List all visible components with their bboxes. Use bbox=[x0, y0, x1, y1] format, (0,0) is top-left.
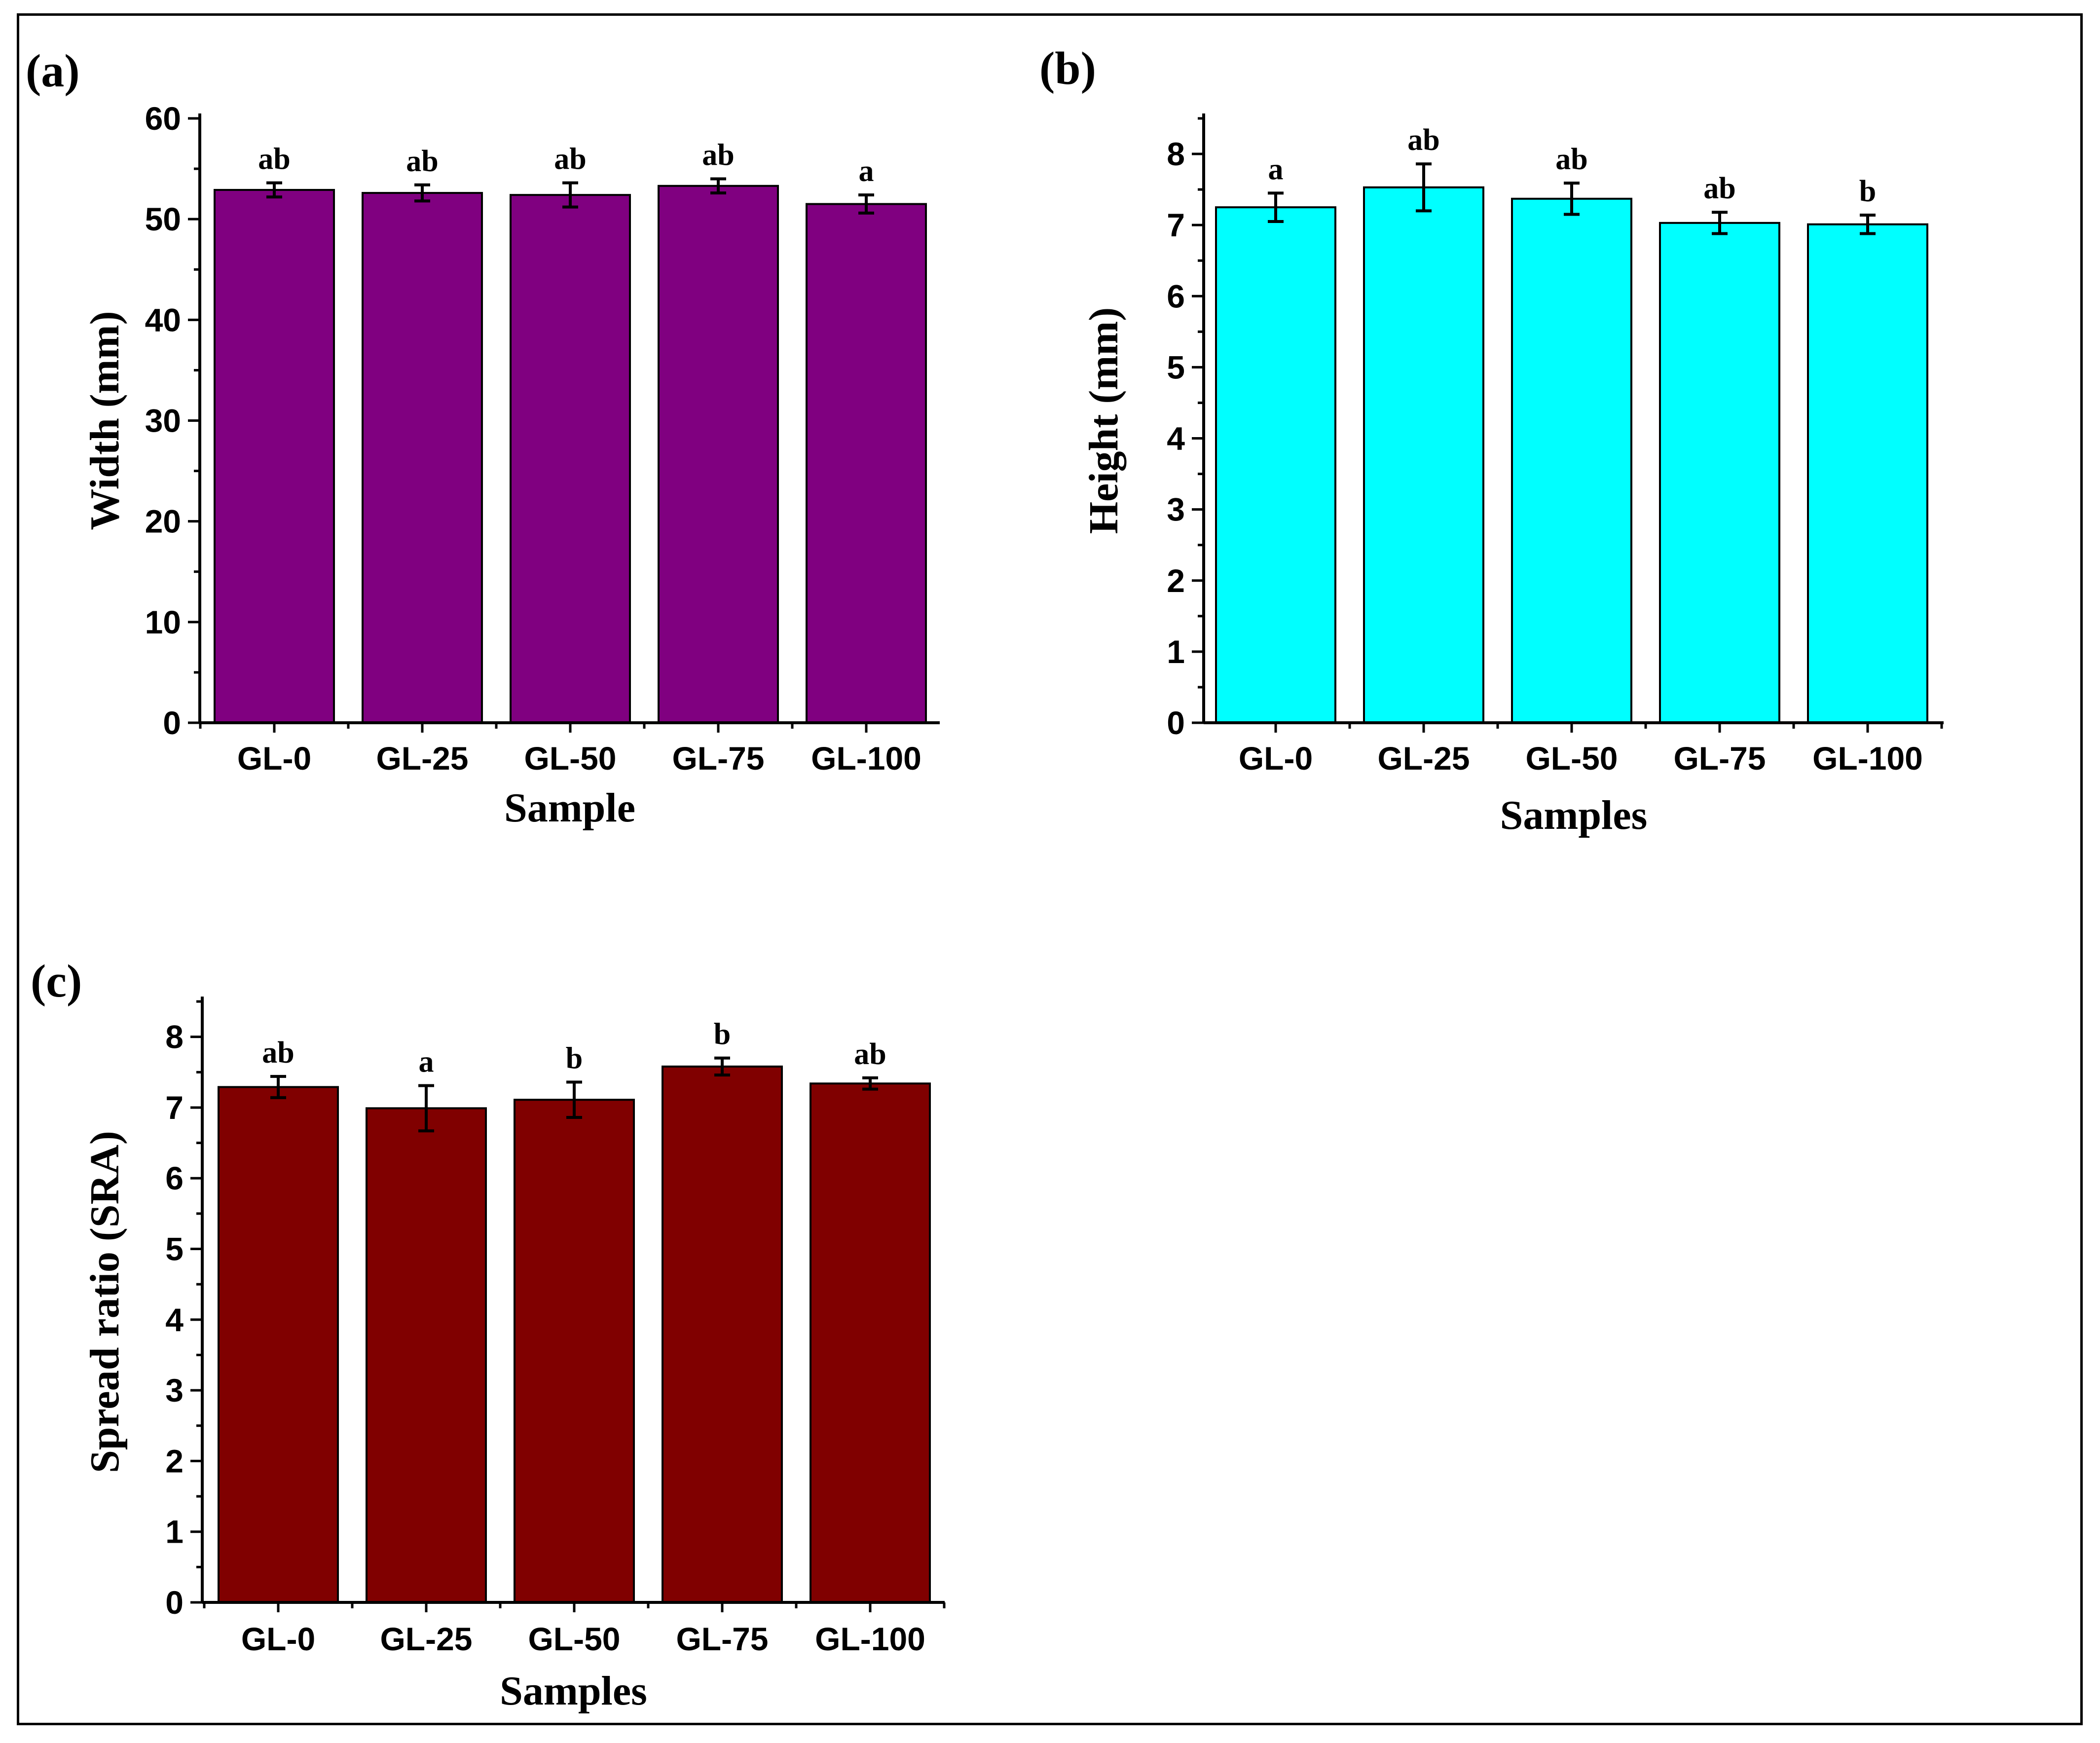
bar-gl-50 bbox=[510, 194, 631, 724]
x-tick-label: GL-25 bbox=[376, 740, 468, 777]
x-axis-title: Samples bbox=[1500, 792, 1648, 838]
y-tick-label: 40 bbox=[145, 301, 181, 338]
y-axis-title: Height (mm) bbox=[1081, 307, 1127, 534]
x-tick-label: GL-25 bbox=[1377, 740, 1470, 777]
y-tick-label: 6 bbox=[165, 1160, 184, 1196]
y-tick-label: 8 bbox=[165, 1019, 184, 1055]
y-tick-label: 10 bbox=[145, 604, 181, 640]
y-tick-label: 7 bbox=[165, 1089, 184, 1126]
significance-label: ab bbox=[262, 1036, 294, 1070]
x-axis-title: Samples bbox=[500, 1668, 647, 1714]
y-tick-label: 7 bbox=[1167, 207, 1185, 243]
bar-gl-25 bbox=[1363, 186, 1484, 724]
significance-label: ab bbox=[854, 1038, 886, 1071]
x-tick-label: GL-100 bbox=[1812, 740, 1923, 777]
significance-label: b bbox=[566, 1041, 583, 1075]
x-axis-title: Sample bbox=[504, 785, 635, 831]
y-tick-label: 2 bbox=[1167, 562, 1185, 599]
significance-label: ab bbox=[406, 145, 438, 178]
y-tick-label: 5 bbox=[1167, 349, 1185, 385]
bar-gl-100 bbox=[1807, 223, 1928, 724]
x-tick-label: GL-0 bbox=[1239, 740, 1313, 777]
panel-label: (c) bbox=[31, 956, 82, 1007]
x-tick-label: GL-75 bbox=[672, 740, 764, 777]
figure-frame bbox=[17, 13, 2083, 1725]
y-tick-label: 2 bbox=[165, 1443, 184, 1479]
x-tick-label: GL-50 bbox=[524, 740, 616, 777]
x-tick-label: GL-0 bbox=[237, 740, 311, 777]
bar-gl-75 bbox=[1659, 222, 1780, 724]
x-tick-label: GL-25 bbox=[380, 1621, 472, 1657]
bar-gl-50 bbox=[514, 1099, 635, 1603]
y-tick-label: 8 bbox=[1167, 136, 1185, 172]
y-axis-title: Width (mm) bbox=[82, 311, 128, 530]
significance-label: b bbox=[714, 1018, 731, 1051]
x-tick-label: GL-100 bbox=[811, 740, 921, 777]
bar-gl-75 bbox=[658, 185, 779, 724]
y-tick-label: 1 bbox=[1167, 633, 1185, 670]
y-tick-label: 5 bbox=[165, 1231, 184, 1267]
bar-gl-50 bbox=[1511, 197, 1632, 724]
bar-gl-25 bbox=[362, 192, 483, 724]
y-tick-label: 0 bbox=[1167, 705, 1185, 741]
x-tick-label: GL-0 bbox=[241, 1621, 315, 1657]
y-tick-label: 4 bbox=[165, 1301, 184, 1338]
significance-label: a bbox=[419, 1045, 434, 1079]
bar-gl-0 bbox=[218, 1086, 339, 1604]
bar-gl-100 bbox=[810, 1082, 931, 1603]
x-tick-label: GL-100 bbox=[815, 1621, 925, 1657]
significance-label: a bbox=[1268, 152, 1284, 186]
y-tick-label: 50 bbox=[145, 201, 181, 237]
y-tick-label: 0 bbox=[163, 705, 181, 741]
y-tick-label: 0 bbox=[165, 1584, 184, 1621]
significance-label: a bbox=[859, 154, 874, 188]
significance-label: ab bbox=[702, 139, 734, 172]
y-tick-label: 3 bbox=[1167, 491, 1185, 528]
significance-label: ab bbox=[554, 143, 586, 176]
significance-label: b bbox=[1859, 175, 1876, 208]
y-tick-label: 20 bbox=[145, 503, 181, 540]
y-tick-label: 4 bbox=[1167, 420, 1185, 457]
chart-panel-c: (c) ab GL-0 a GL-25 b GL-50 b GL-75 ab GL-100 0 1 2 3 4… bbox=[31, 956, 946, 1714]
significance-label: ab bbox=[258, 143, 290, 176]
x-tick-label: GL-75 bbox=[676, 1621, 768, 1657]
bar-gl-0 bbox=[214, 188, 335, 724]
bar-gl-75 bbox=[662, 1065, 783, 1603]
panel-label: (a) bbox=[26, 45, 80, 97]
y-tick-label: 30 bbox=[145, 403, 181, 439]
chart-panel-a: (a) ab GL-0 ab GL-25 ab GL-50 ab GL-75 a GL-100 0 10… bbox=[26, 45, 940, 831]
y-tick-label: 60 bbox=[145, 100, 181, 137]
significance-label: ab bbox=[1703, 172, 1735, 205]
x-tick-label: GL-75 bbox=[1673, 740, 1766, 777]
y-tick-label: 3 bbox=[165, 1372, 184, 1409]
chart-panel-b: (b) a GL-0 ab GL-25 ab GL-50 ab GL-75 b GL-100 0 1 2 3… bbox=[1039, 43, 1944, 838]
bar-gl-0 bbox=[1215, 206, 1336, 724]
bar-gl-25 bbox=[366, 1107, 487, 1603]
significance-label: ab bbox=[1555, 143, 1587, 176]
panel-label: (b) bbox=[1039, 43, 1096, 94]
x-tick-label: GL-50 bbox=[1525, 740, 1618, 777]
y-tick-label: 6 bbox=[1167, 278, 1185, 314]
bar-gl-100 bbox=[806, 203, 927, 724]
y-tick-label: 1 bbox=[165, 1514, 184, 1550]
significance-label: ab bbox=[1407, 123, 1439, 157]
y-axis-title: Spread ratio (SRA) bbox=[82, 1131, 128, 1473]
x-tick-label: GL-50 bbox=[528, 1621, 620, 1657]
